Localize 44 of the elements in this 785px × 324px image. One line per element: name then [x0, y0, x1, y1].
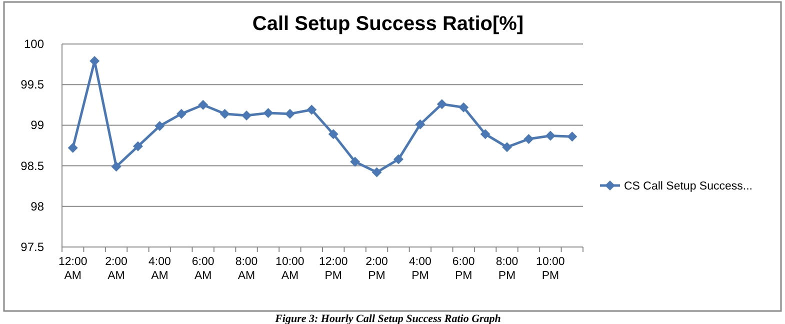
point: [68, 142, 78, 153]
point: [567, 132, 578, 142]
y-tick-label: 99.5: [20, 78, 44, 92]
point: [502, 142, 512, 152]
y-tick-label: 98.5: [20, 158, 44, 173]
chart-title: Call Setup Success Ratio[%]: [252, 13, 524, 35]
x-tick-label: 12:00 AM: [58, 256, 88, 282]
point: [436, 99, 447, 110]
x-tick-label: 4:00 AM: [148, 256, 171, 282]
y-tick-label: 97.5: [20, 240, 44, 254]
x-tick-label: 8:00 PM: [496, 256, 518, 282]
x-tick-label: 10:00 PM: [536, 256, 565, 282]
y-tick-label: 100: [24, 37, 44, 51]
point: [111, 162, 122, 172]
point: [220, 108, 230, 119]
point: [393, 154, 404, 164]
point: [306, 104, 317, 115]
point: [154, 121, 165, 132]
y-tick-label: 99: [30, 118, 44, 132]
point: [372, 167, 382, 178]
legend-label: CS Call Setup Success...: [624, 180, 752, 192]
x-tick-label: 10:00 AM: [276, 256, 304, 282]
point: [545, 130, 556, 141]
caption: Figure 3: Hourly Call Setup Success Ratio Graph: [274, 313, 501, 324]
point: [284, 108, 295, 119]
point: [480, 129, 490, 140]
point: [350, 156, 360, 167]
x-tick-label: 6:00 PM: [452, 256, 475, 282]
x-tick-label: 6:00 AM: [192, 256, 214, 282]
point: [524, 134, 534, 144]
point: [458, 102, 469, 112]
point: [263, 108, 274, 118]
point: [132, 141, 143, 152]
point: [242, 110, 252, 120]
point: [328, 129, 338, 140]
x-tick-label: 2:00 PM: [366, 256, 388, 282]
x-tick-label: 2:00 AM: [105, 256, 128, 282]
x-tick-label: 4:00 PM: [408, 256, 432, 282]
point: [176, 108, 186, 119]
point: [415, 119, 426, 130]
x-tick-label: 8:00 AM: [235, 256, 258, 282]
point: [198, 100, 208, 110]
x-tick-label: 12:00 PM: [318, 256, 348, 282]
y-tick-label: 98: [30, 199, 44, 214]
